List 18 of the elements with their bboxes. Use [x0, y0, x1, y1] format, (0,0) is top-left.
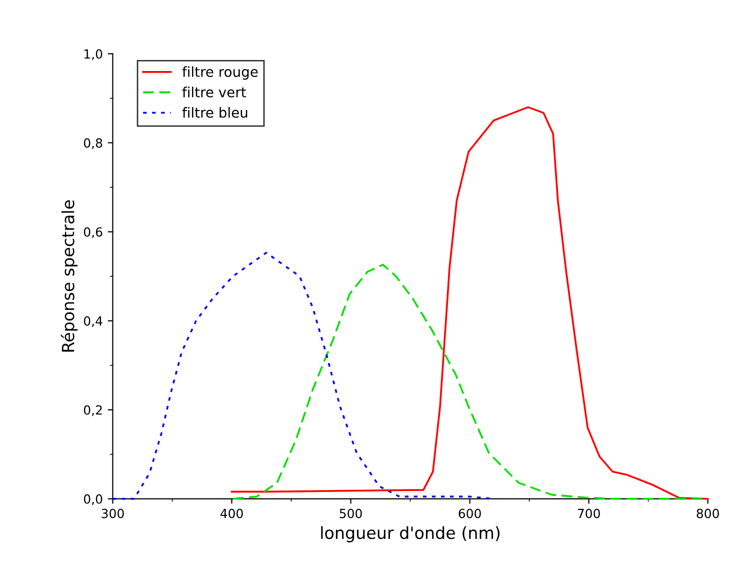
x-tick-label: 400	[220, 508, 243, 518]
y-tick-label: 1,0	[84, 49, 102, 60]
y-tick-label: 0,4	[84, 316, 102, 327]
y-tick-label: 0,8	[84, 138, 102, 149]
x-tick-label: 600	[458, 508, 481, 518]
line-series	[232, 264, 709, 500]
legend-label: filtre rouge	[182, 66, 258, 80]
y-tick-label: 0,0	[84, 494, 102, 506]
legend-label: filtre vert	[182, 86, 246, 98]
x-tick-label: 300	[102, 508, 124, 518]
x-tick-label: 700	[578, 508, 600, 518]
y-axis-title: Réponse spectrale	[60, 200, 78, 352]
x-axis-title: longueur d'onde (nm)	[321, 526, 500, 542]
y-tick-label: 0,2	[84, 405, 102, 416]
x-tick-label: 800	[696, 508, 719, 518]
y-tick-label: 0,6	[84, 227, 102, 238]
legend-label: filtre bleu	[182, 107, 248, 118]
x-tick-label: 500	[340, 508, 362, 518]
